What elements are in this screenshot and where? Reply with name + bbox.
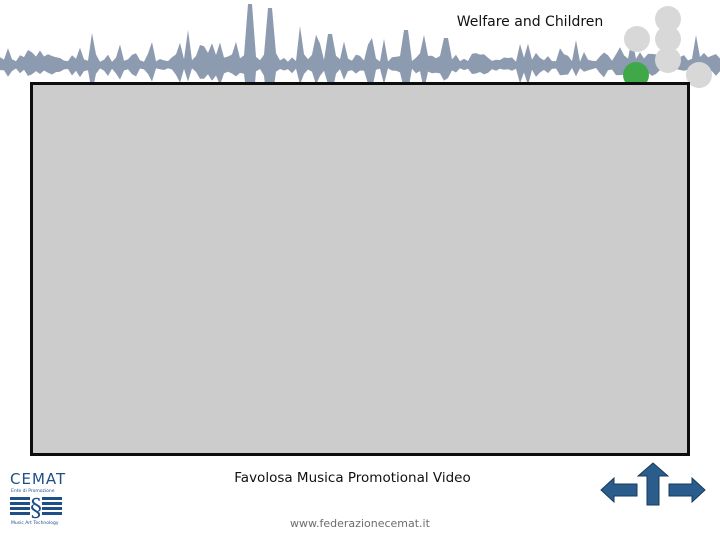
dot-gray xyxy=(624,26,650,52)
video-caption: Favolosa Musica Promotional Video xyxy=(234,470,471,486)
page-title: Welfare and Children xyxy=(456,14,604,30)
arrow-up-icon[interactable] xyxy=(637,462,669,506)
dot-gray xyxy=(686,62,712,88)
waveform-shape xyxy=(0,4,720,90)
arrow-right-icon[interactable] xyxy=(668,476,706,504)
waveform-banner xyxy=(0,4,720,90)
arrow-left-icon[interactable] xyxy=(600,476,638,504)
dot-green xyxy=(623,62,649,88)
logo-emblem-icon: § xyxy=(10,495,62,519)
dot-gray xyxy=(655,47,681,73)
logo-wordmark: CEMAT xyxy=(10,470,67,488)
cemat-logo: CEMAT Ente di Promozione § Music Art Tec… xyxy=(8,470,72,532)
dot-gray xyxy=(655,6,681,32)
dot-gray xyxy=(655,26,681,52)
logo-tagline: Music Art Technology xyxy=(11,521,59,526)
decorative-dots xyxy=(623,6,712,88)
svg-text:§: § xyxy=(30,495,42,519)
video-placeholder[interactable] xyxy=(30,82,690,456)
website-url: www.federazionecemat.it xyxy=(290,517,430,530)
logo-subtitle: Ente di Promozione xyxy=(11,489,55,494)
